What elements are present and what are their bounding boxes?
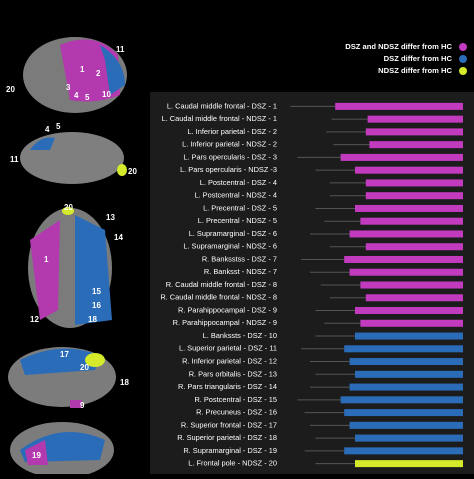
region-number: 20 bbox=[80, 363, 89, 372]
region-number: 5 bbox=[56, 122, 61, 131]
bar bbox=[360, 217, 463, 225]
region-number: 19 bbox=[32, 451, 41, 460]
category-label: L. Precentral - NDSZ - 5 bbox=[198, 216, 277, 225]
bar bbox=[355, 370, 463, 378]
legend-label: NDSZ differ from HC bbox=[378, 66, 452, 75]
bar bbox=[365, 294, 463, 302]
category-label: L. Frontal pole - NDSZ - 20 bbox=[188, 459, 277, 468]
bar bbox=[355, 460, 463, 468]
category-label: R. Postcentral - DSZ - 15 bbox=[194, 395, 277, 404]
plot: L. Caudal middle frontal - DSZ - 1 L. Cau… bbox=[160, 101, 463, 468]
category-label: L. Caudal middle frontal - NDSZ - 1 bbox=[162, 114, 277, 123]
category-label: R. Inferior parietal - DSZ - 12 bbox=[182, 357, 277, 366]
category-label: L. Pars opercularis - DSZ - 3 bbox=[183, 152, 277, 161]
bar bbox=[335, 102, 463, 110]
legend-label: DSZ and NDSZ differ from HC bbox=[345, 42, 452, 51]
bar bbox=[369, 141, 463, 149]
bar bbox=[365, 128, 463, 136]
region-number: 14 bbox=[114, 233, 123, 242]
bar bbox=[349, 230, 463, 238]
bar bbox=[349, 358, 463, 366]
bar bbox=[355, 307, 463, 315]
bar bbox=[340, 396, 463, 404]
region-number: 15 bbox=[92, 287, 101, 296]
category-label: R. Parahippocampal - NDSZ - 9 bbox=[173, 318, 277, 327]
category-label: R. Pars triangularis - DSZ - 14 bbox=[178, 382, 277, 391]
bar bbox=[360, 319, 463, 327]
bar bbox=[344, 345, 463, 353]
region-number: 20 bbox=[6, 85, 15, 94]
region-number: 13 bbox=[106, 213, 115, 222]
category-label: R. Pars orbitalis - DSZ - 13 bbox=[189, 369, 277, 378]
category-label: L. Inferior parietal - DSZ - 2 bbox=[187, 127, 277, 136]
category-label: L. Postcentral - DSZ - 4 bbox=[200, 178, 277, 187]
legend-swatch bbox=[459, 43, 467, 51]
category-label: L. Bankssts - DSZ - 10 bbox=[203, 331, 277, 340]
legend-label: DSZ differ from HC bbox=[384, 54, 453, 63]
region-number: 20 bbox=[64, 203, 73, 212]
bar bbox=[349, 421, 463, 429]
category-label: L. Caudal middle frontal - DSZ - 1 bbox=[167, 101, 277, 110]
bar bbox=[355, 166, 463, 174]
bar bbox=[349, 383, 463, 391]
bar bbox=[344, 447, 463, 455]
region-number: 11 bbox=[10, 155, 19, 164]
category-label: R. Precuneus - DSZ - 16 bbox=[196, 408, 277, 417]
category-label: L. Inferior parietal - NDSZ - 2 bbox=[182, 140, 277, 149]
legend-swatch bbox=[459, 67, 467, 75]
category-label: R. Supramarginal - DSZ - 19 bbox=[183, 446, 277, 455]
region-number: 2 bbox=[96, 69, 101, 78]
bar bbox=[349, 268, 463, 276]
region-number: 1 bbox=[80, 65, 85, 74]
bar bbox=[365, 192, 463, 200]
category-label: L. Pars opercularis - NDSZ -3 bbox=[180, 165, 277, 174]
bar bbox=[344, 255, 463, 263]
bar bbox=[365, 179, 463, 187]
category-label: R. Superior frontal - DSZ - 17 bbox=[181, 420, 277, 429]
region-number: 9 bbox=[80, 401, 85, 410]
bar bbox=[340, 153, 463, 161]
region-number: 5 bbox=[85, 93, 90, 102]
category-label: L. Superior parietal - DSZ - 11 bbox=[179, 344, 277, 353]
brain-labels: 11 1 2 3 4 5 10 20 4 5 11 20 20 13 14 1 … bbox=[6, 45, 137, 460]
bar bbox=[344, 409, 463, 417]
legend-swatch bbox=[459, 55, 467, 63]
category-label: R. Banksstss - DSZ - 7 bbox=[202, 254, 277, 263]
region-number: 11 bbox=[116, 45, 125, 54]
category-label: L. Postcentral - NDSZ - 4 bbox=[194, 191, 277, 200]
region-number: 18 bbox=[88, 315, 97, 324]
category-label: R. Caudal middle frontal - DSZ - 8 bbox=[166, 280, 277, 289]
region-number: 17 bbox=[60, 350, 69, 359]
bar bbox=[355, 434, 463, 442]
region-number: 10 bbox=[102, 90, 111, 99]
brain-images bbox=[8, 37, 127, 478]
category-label: L. Supramarginal - DSZ - 6 bbox=[189, 229, 277, 238]
category-label: R. Superior parietal - DSZ - 18 bbox=[177, 433, 277, 442]
bar bbox=[365, 243, 463, 251]
region-number: 4 bbox=[45, 125, 50, 134]
category-label: R. Caudal middle frontal - NDSZ - 8 bbox=[160, 293, 277, 302]
region-number: 1 bbox=[44, 255, 49, 264]
category-label: L. Precentral - DSZ - 5 bbox=[203, 203, 277, 212]
region-number: 4 bbox=[74, 91, 79, 100]
category-label: L. Supramarginal - NDSZ - 6 bbox=[183, 242, 277, 251]
bar bbox=[355, 204, 463, 212]
region-number: 3 bbox=[66, 83, 71, 92]
region-number: 12 bbox=[30, 315, 39, 324]
bar bbox=[360, 281, 463, 289]
legend: DSZ and NDSZ differ from HC DSZ differ fr… bbox=[345, 42, 467, 75]
bar bbox=[355, 332, 463, 340]
category-label: R. Parahippocampal - DSZ - 9 bbox=[178, 305, 277, 314]
bar bbox=[367, 115, 463, 123]
category-label: R. Banksst - NDSZ - 7 bbox=[204, 267, 277, 276]
region-number: 18 bbox=[120, 378, 129, 387]
region-number: 20 bbox=[128, 167, 137, 176]
region-number: 16 bbox=[92, 301, 101, 310]
